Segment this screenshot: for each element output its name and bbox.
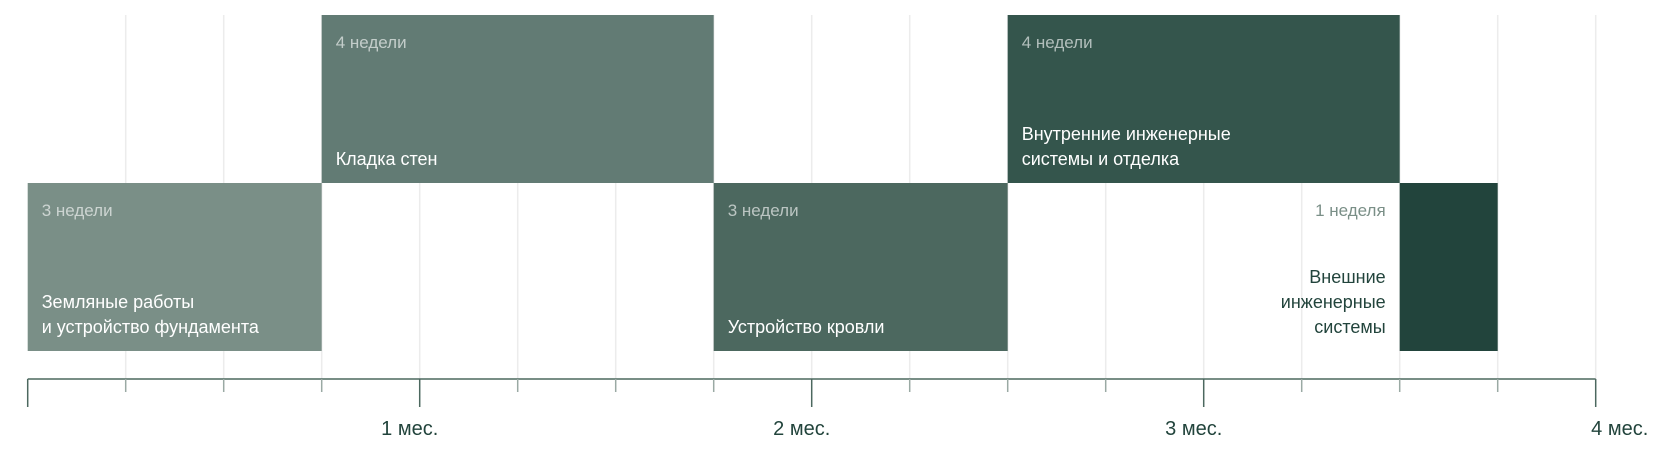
task-name-label: инженерные: [1281, 292, 1386, 312]
task-name-label: Земляные работы: [42, 292, 195, 312]
x-axis: 1 мес. 2 мес. 3 мес. 4 мес.: [26, 378, 1648, 440]
axis-tick-label: 2 мес.: [773, 418, 830, 440]
task-duration-label: 3 недели: [728, 201, 799, 220]
axis-tick-label: 3 мес.: [1165, 418, 1222, 440]
task-duration-label: 4 недели: [1022, 33, 1093, 52]
task-bar: [27, 183, 322, 351]
axis-tick-label: 4 мес.: [1591, 418, 1648, 440]
task-bar: [321, 15, 714, 183]
task-name-label: системы и отделка: [1022, 149, 1180, 169]
task-duration-label: 3 недели: [42, 201, 113, 220]
task-bar: [1399, 183, 1498, 351]
axis-tick-label: 1 мес.: [381, 418, 438, 440]
task-name-label: Устройство кровли: [728, 317, 885, 337]
task-name-label: Кладка стен: [336, 149, 438, 169]
task-duration-label: 4 недели: [336, 33, 407, 52]
task-bar: [1007, 15, 1400, 183]
task-name-label: Внешние: [1309, 267, 1385, 287]
task-name-label: системы: [1314, 317, 1385, 337]
task-name-label: Внутренние инженерные: [1022, 124, 1231, 144]
task-bar: [713, 183, 1008, 351]
task-duration-label: 1 неделя: [1315, 201, 1386, 220]
task-name-label: и устройство фундамента: [42, 317, 260, 337]
task-bars: 3 недели Земляные работы и устройство фунд…: [27, 15, 1498, 351]
